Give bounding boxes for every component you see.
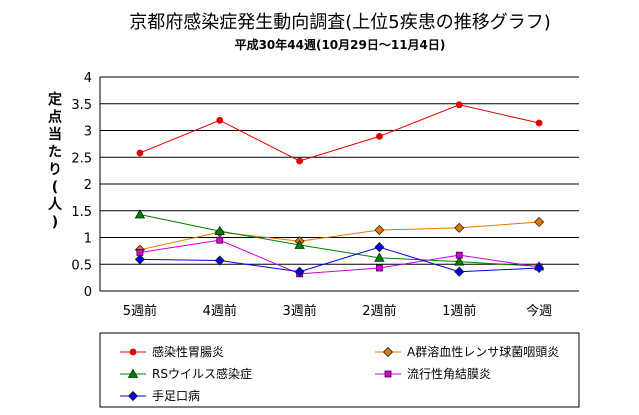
data-point xyxy=(216,116,224,124)
data-point xyxy=(296,157,303,165)
data-point xyxy=(216,236,224,244)
legend-swatch-marker xyxy=(127,390,139,402)
data-point xyxy=(136,149,144,157)
series-5 xyxy=(134,242,545,277)
legend-label: A群溶血性レンサ球菌咽頭炎 xyxy=(407,344,559,359)
data-point xyxy=(454,256,465,266)
y-tick-label: 3 xyxy=(84,125,92,140)
y-tick-label: 2.5 xyxy=(71,151,92,166)
data-point xyxy=(454,266,465,277)
legend-item: 感染性胃腸炎 xyxy=(120,344,224,359)
series-2 xyxy=(134,216,545,255)
legend-label: 感染性胃腸炎 xyxy=(152,344,224,359)
y-axis-label-char: り xyxy=(48,162,62,178)
legend-item: RSウイルス感染症 xyxy=(120,366,252,381)
y-axis-label-char: 点 xyxy=(48,109,62,126)
chart-subtitle: 平成30年44週(10月29日～11月4日) xyxy=(235,37,446,52)
data-point xyxy=(455,101,463,109)
series-group xyxy=(134,101,545,278)
series-line xyxy=(139,246,540,273)
data-point xyxy=(294,239,305,249)
y-tick-label: 3.5 xyxy=(71,98,92,113)
y-axis-label-char: ( xyxy=(52,180,58,196)
legend-swatch-marker xyxy=(127,368,139,378)
series-1 xyxy=(136,101,543,165)
x-axis-ticks: 5週前 4週前 3週前 2週前 1週前 今週 xyxy=(123,303,552,319)
data-point xyxy=(374,242,385,253)
series-line xyxy=(139,214,540,267)
series-line xyxy=(139,104,540,162)
legend-item: 手足口病 xyxy=(120,388,200,403)
data-point xyxy=(455,251,463,259)
legend-item: 流行性角結膜炎 xyxy=(375,367,491,381)
data-point xyxy=(376,132,383,140)
y-tick-label: 0 xyxy=(84,285,92,300)
y-tick-label: 1 xyxy=(84,232,92,247)
series-3 xyxy=(134,209,545,271)
x-tick-label: 4週前 xyxy=(203,303,237,319)
legend-swatch-marker xyxy=(129,348,137,356)
y-axis-label-char: 当 xyxy=(48,126,62,143)
x-tick-label: 今週 xyxy=(526,303,552,319)
data-point xyxy=(294,266,305,277)
y-axis-label-char: た xyxy=(48,145,62,161)
legend-box xyxy=(99,332,580,408)
legend-label: 流行性角結膜炎 xyxy=(407,367,491,381)
y-axis-label-char: 人 xyxy=(48,196,63,213)
data-point xyxy=(374,224,385,236)
x-tick-label: 2週前 xyxy=(362,303,396,319)
y-axis-ticks: 0 0.5 1 1.5 2 2.5 3 3.5 4 xyxy=(71,71,92,300)
data-point xyxy=(376,264,383,272)
data-point xyxy=(374,252,385,262)
data-point xyxy=(534,262,545,274)
legend-swatch-marker xyxy=(382,346,394,358)
legend-item: A群溶血性レンサ球菌咽頭炎 xyxy=(375,344,559,359)
data-point xyxy=(535,119,543,127)
data-point xyxy=(134,209,146,219)
data-point xyxy=(214,225,225,235)
legend-label: RSウイルス感染症 xyxy=(152,366,252,381)
data-point xyxy=(214,255,225,266)
grid xyxy=(99,76,579,292)
x-tick-label: 3週前 xyxy=(282,303,316,319)
y-tick-label: 4 xyxy=(84,71,92,86)
data-point xyxy=(454,222,465,233)
chart-title: 京都府感染症発生動向調査(上位5疾患の推移グラフ) xyxy=(129,12,551,33)
y-tick-label: 0.5 xyxy=(71,258,92,273)
y-axis-label-char: 定 xyxy=(48,91,62,108)
legend-swatch-marker xyxy=(384,370,392,378)
series-line xyxy=(139,221,540,251)
y-tick-label: 2 xyxy=(84,178,92,193)
y-axis-label-char: ) xyxy=(52,215,58,231)
data-point xyxy=(534,216,545,228)
x-tick-label: 1週前 xyxy=(442,303,476,319)
legend-label: 手足口病 xyxy=(152,388,200,403)
y-tick-label: 1.5 xyxy=(71,205,92,220)
x-tick-label: 5週前 xyxy=(123,303,157,319)
series-line xyxy=(139,239,540,275)
data-point xyxy=(134,254,145,265)
